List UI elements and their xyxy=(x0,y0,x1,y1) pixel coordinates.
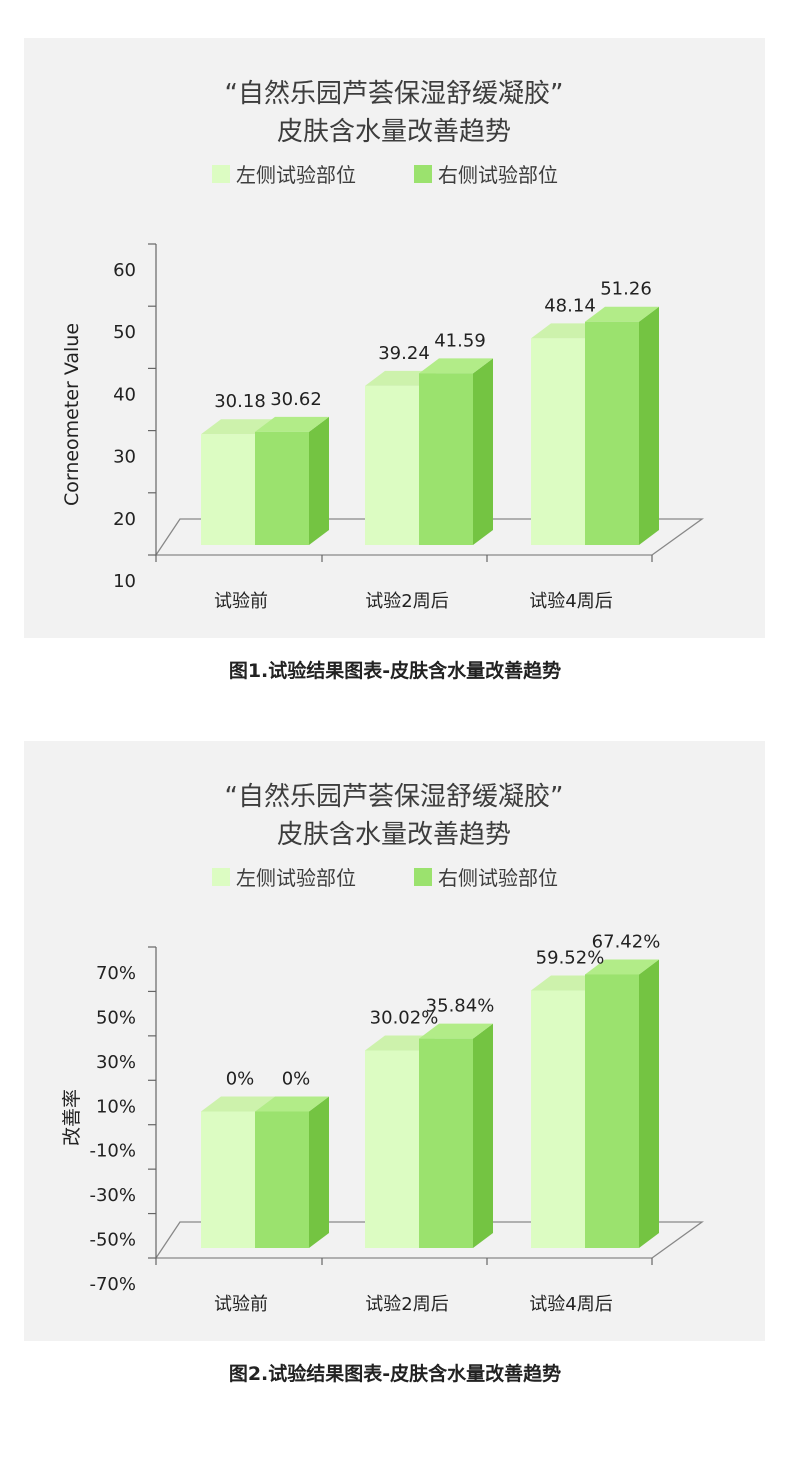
chart-legend: 左侧试验部位 右侧试验部位 xyxy=(212,163,558,187)
bar-left-0 xyxy=(201,1111,255,1248)
bar-right-top-0 xyxy=(255,1096,329,1112)
y-tick-label-3: -10% xyxy=(89,1141,136,1162)
value-label-right-2: 67.42% xyxy=(592,931,661,952)
value-label-right-2: 51.26 xyxy=(600,279,652,300)
chart-panel-1: “自然乐园芦荟保湿舒缓凝胶” 皮肤含水量改善趋势左侧试验部位 右侧试验部位 10 20 3… xyxy=(24,38,765,638)
legend-swatch-left xyxy=(212,165,230,183)
chart-title-line-2: 皮肤含水量改善趋势 xyxy=(277,117,511,147)
bar-right-2 xyxy=(585,321,639,545)
x-category-label-2: 试验4周后 xyxy=(529,591,612,612)
bar-left-0 xyxy=(201,434,255,545)
value-label-right-0: 0% xyxy=(282,1069,311,1090)
chart-legend: 左侧试验部位 右侧试验部位 xyxy=(212,866,558,890)
bar-right-top-1 xyxy=(419,1023,493,1039)
legend-swatch-right xyxy=(414,868,432,886)
y-tick-label-2: -30% xyxy=(89,1185,136,1206)
bar-right-side-0 xyxy=(309,1096,329,1248)
bar-right-top-2 xyxy=(585,959,659,975)
value-label-left-1: 39.24 xyxy=(378,343,430,364)
figure-caption-1: 图1.试验结果图表-皮肤含水量改善趋势 xyxy=(228,660,562,682)
bar-right-1 xyxy=(419,1038,473,1248)
bar-right-top-2 xyxy=(585,306,659,322)
bar-right-top-1 xyxy=(419,358,493,374)
y-axis-label: Corneometer Value xyxy=(61,323,83,506)
bar-left-top-0 xyxy=(201,1096,275,1112)
bar-right-top-0 xyxy=(255,416,329,432)
y-tick-label-5: 60 xyxy=(113,260,136,281)
value-label-right-1: 41.59 xyxy=(434,330,486,351)
value-label-right-0: 30.62 xyxy=(270,389,322,410)
value-label-left-1: 30.02% xyxy=(370,1007,439,1028)
y-tick-label-4: 50 xyxy=(113,322,136,343)
y-tick-label-1: 20 xyxy=(113,509,136,530)
x-category-label-2: 试验4周后 xyxy=(529,1294,612,1315)
x-category-label-0: 试验前 xyxy=(214,591,268,612)
bar-right-side-2 xyxy=(639,959,659,1248)
y-tick-label-2: 30 xyxy=(113,447,136,468)
value-label-left-0: 0% xyxy=(226,1069,255,1090)
bar-left-1 xyxy=(365,1050,419,1248)
bar-left-top-0 xyxy=(201,419,275,435)
y-tick-label-4: 10% xyxy=(96,1096,136,1117)
legend-label-left: 左侧试验部位 xyxy=(236,163,356,187)
y-axis-label: 改善率 xyxy=(61,1089,83,1146)
chart-title-line-1: “自然乐园芦荟保湿舒缓凝胶” xyxy=(225,79,564,109)
figure-caption-2: 图2.试验结果图表-皮肤含水量改善趋势 xyxy=(228,1363,562,1385)
value-label-left-2: 59.52% xyxy=(536,948,605,969)
bar-right-side-2 xyxy=(639,306,659,545)
y-tick-label-1: -50% xyxy=(89,1230,136,1251)
bar-right-side-1 xyxy=(473,358,493,545)
legend-label-right: 右侧试验部位 xyxy=(438,866,558,890)
value-label-left-0: 30.18 xyxy=(214,391,266,412)
y-tick-label-6: 50% xyxy=(96,1007,136,1028)
bar-right-1 xyxy=(419,373,473,545)
bar-left-2 xyxy=(531,990,585,1248)
bar-right-0 xyxy=(255,1111,309,1248)
y-tick-label-5: 30% xyxy=(96,1052,136,1073)
x-category-label-1: 试验2周后 xyxy=(365,1294,448,1315)
legend-label-right: 右侧试验部位 xyxy=(438,163,558,187)
y-tick-label-0: 10 xyxy=(113,571,136,592)
y-tick-label-3: 40 xyxy=(113,384,136,405)
legend-swatch-left xyxy=(212,868,230,886)
chart-panel-2: “自然乐园芦荟保湿舒缓凝胶” 皮肤含水量改善趋势左侧试验部位 右侧试验部位 -70% -… xyxy=(24,741,765,1341)
chart-bars xyxy=(201,959,659,1248)
chart-bars xyxy=(201,306,659,545)
x-category-label-0: 试验前 xyxy=(214,1294,268,1315)
bar-right-0 xyxy=(255,431,309,545)
chart-title-line-2: 皮肤含水量改善趋势 xyxy=(277,820,511,850)
bar-right-2 xyxy=(585,974,639,1248)
bar-left-1 xyxy=(365,385,419,545)
y-tick-label-0: -70% xyxy=(89,1274,136,1295)
y-tick-label-7: 70% xyxy=(96,963,136,984)
chart-title-line-1: “自然乐园芦荟保湿舒缓凝胶” xyxy=(225,782,564,812)
legend-swatch-right xyxy=(414,165,432,183)
value-label-left-2: 48.14 xyxy=(544,295,596,316)
bar-left-2 xyxy=(531,338,585,545)
bar-right-side-0 xyxy=(309,416,329,545)
value-label-right-1: 35.84% xyxy=(426,996,495,1017)
bar-right-side-1 xyxy=(473,1023,493,1248)
x-category-label-1: 试验2周后 xyxy=(365,591,448,612)
legend-label-left: 左侧试验部位 xyxy=(236,866,356,890)
